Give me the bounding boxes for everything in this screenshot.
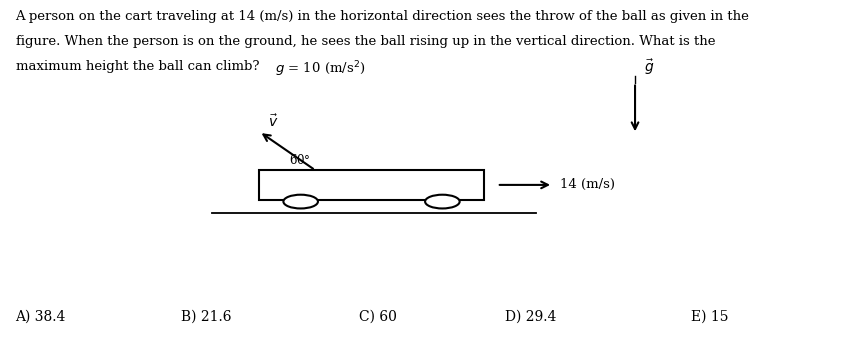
Text: $\vec{v}$: $\vec{v}$ <box>268 113 278 130</box>
Text: $g$ = 10 (m/s$^2$): $g$ = 10 (m/s$^2$) <box>275 60 365 79</box>
Circle shape <box>425 195 460 208</box>
Text: 14 (m/s): 14 (m/s) <box>560 179 615 191</box>
Text: A) 38.4: A) 38.4 <box>16 309 66 323</box>
Circle shape <box>283 195 318 208</box>
Text: maximum height the ball can climb?: maximum height the ball can climb? <box>16 60 259 73</box>
Text: $\vec{g}$: $\vec{g}$ <box>644 58 654 77</box>
Text: figure. When the person is on the ground, he sees the ball rising up in the vert: figure. When the person is on the ground… <box>16 35 715 48</box>
Text: C) 60: C) 60 <box>359 309 397 323</box>
Bar <box>259 170 484 200</box>
Text: E) 15: E) 15 <box>691 309 728 323</box>
Text: A person on the cart traveling at 14 (m/s) in the horizontal direction sees the : A person on the cart traveling at 14 (m/… <box>16 10 749 23</box>
Text: 60$\degree$: 60$\degree$ <box>289 153 311 167</box>
Text: B) 21.6: B) 21.6 <box>181 309 232 323</box>
Text: D) 29.4: D) 29.4 <box>505 309 556 323</box>
